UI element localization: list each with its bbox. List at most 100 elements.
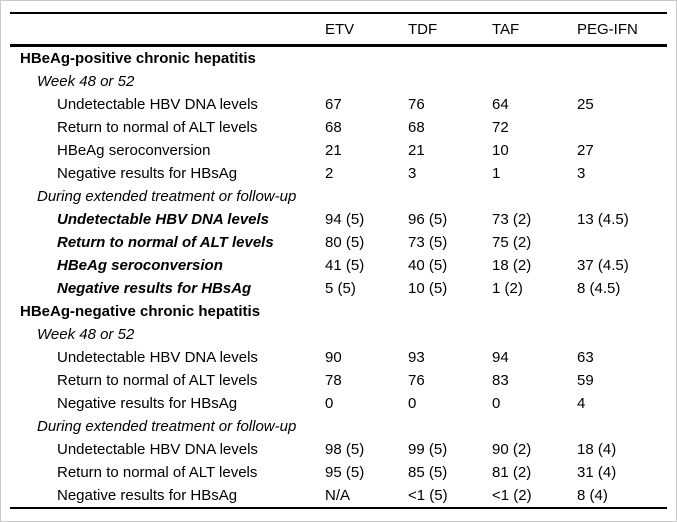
cell-value: 18 (4) [577, 441, 617, 458]
row-label: Negative results for HBsAg [57, 487, 238, 504]
cell-value [408, 70, 492, 93]
row-label: Undetectable HBV DNA levels [57, 96, 258, 113]
cell-value [325, 323, 408, 346]
cell-value: 8 (4) [577, 487, 608, 504]
table-row: Return to normal of ALT levels 95 (5) 85 (… [10, 461, 667, 484]
cell-value [577, 116, 667, 139]
cell-value [325, 70, 408, 93]
table-row: Undetectable HBV DNA levels 98 (5) 99 (5) 9… [10, 438, 667, 461]
cell-value: 81 (2) [492, 464, 532, 481]
cell-value: 0 [325, 395, 334, 412]
table-row: Undetectable HBV DNA levels 94 (5) 96 (5) 7… [10, 208, 667, 231]
table-row: Return to normal of ALT levels 68 68 72 [10, 116, 667, 139]
cell-value [408, 300, 492, 323]
table-row: Undetectable HBV DNA levels 67 76 64 25 [10, 93, 667, 116]
cell-value [577, 300, 667, 323]
cell-value [408, 323, 492, 346]
cell-value [325, 46, 408, 71]
table-row: Return to normal of ALT levels 80 (5) 73 (… [10, 231, 667, 254]
cell-value: 72 [492, 119, 509, 136]
cell-value: 37 (4.5) [577, 257, 629, 274]
table-row: HBeAg-negative chronic hepatitis [10, 300, 667, 323]
column-header-etv: ETV [325, 13, 408, 47]
cell-value: N/A [325, 487, 351, 504]
cell-value: 73 (2) [492, 211, 532, 228]
cell-value [492, 415, 577, 438]
cell-value: 3 [577, 165, 586, 182]
cell-value: <1 (5) [408, 487, 448, 504]
table-row: Undetectable HBV DNA levels 90 93 94 63 [10, 346, 667, 369]
cell-value: 90 (2) [492, 441, 532, 458]
row-label: During extended treatment or follow-up [37, 418, 297, 435]
cell-value [492, 185, 577, 208]
cell-value [577, 70, 667, 93]
table-row: HBeAg seroconversion 41 (5) 40 (5) 18 (2) 37… [10, 254, 667, 277]
cell-value: 96 (5) [408, 211, 448, 228]
cell-value: 90 [325, 349, 342, 366]
table-row: During extended treatment or follow-up [10, 185, 667, 208]
cell-value: 10 [492, 142, 509, 159]
cell-value: 67 [325, 96, 342, 113]
cell-value [492, 323, 577, 346]
cell-value: 68 [325, 119, 342, 136]
cell-value: 8 (4.5) [577, 280, 621, 297]
cell-value: 25 [577, 96, 594, 113]
cell-value: 0 [408, 395, 417, 412]
cell-value: 5 (5) [325, 280, 356, 297]
cell-value: 4 [577, 395, 586, 412]
cell-value: 94 [492, 349, 509, 366]
row-label: Undetectable HBV DNA levels [57, 211, 270, 228]
cell-value: 95 (5) [325, 464, 365, 481]
table-header: ETV TDF TAF PEG-IFN [10, 13, 667, 47]
cell-value [492, 46, 577, 71]
cell-value [577, 185, 667, 208]
cell-value [408, 415, 492, 438]
table-row: Negative results for HBsAg 5 (5) 10 (5) 1 (… [10, 277, 667, 300]
cell-value: 93 [408, 349, 425, 366]
cell-value: 3 [408, 165, 417, 182]
cell-value: 73 (5) [408, 234, 448, 251]
cell-value [325, 185, 408, 208]
row-label: HBeAg seroconversion [57, 257, 223, 274]
cell-value: 1 (2) [492, 280, 523, 297]
row-label: Undetectable HBV DNA levels [57, 349, 258, 366]
cell-value: 40 (5) [408, 257, 448, 274]
cell-value: 63 [577, 349, 594, 366]
row-label: Return to normal of ALT levels [57, 372, 258, 389]
results-table: ETV TDF TAF PEG-IFN HBeAg-positive chron… [10, 12, 667, 509]
cell-value: 18 (2) [492, 257, 532, 274]
cell-value: 41 (5) [325, 257, 365, 274]
cell-value: 59 [577, 372, 594, 389]
cell-value: 1 [492, 165, 501, 182]
cell-value [408, 185, 492, 208]
row-label: Negative results for HBsAg [57, 165, 238, 182]
row-label: Return to normal of ALT levels [57, 234, 274, 251]
cell-value: 21 [325, 142, 342, 159]
row-label: Week 48 or 52 [37, 73, 135, 90]
cell-value: 78 [325, 372, 342, 389]
cell-value: 31 (4) [577, 464, 617, 481]
cell-value [408, 46, 492, 71]
row-label: Negative results for HBsAg [57, 280, 252, 297]
row-label: During extended treatment or follow-up [37, 188, 297, 205]
cell-value [577, 231, 667, 254]
row-label: Undetectable HBV DNA levels [57, 441, 258, 458]
cell-value: 76 [408, 372, 425, 389]
cell-value [577, 46, 667, 71]
cell-value: 27 [577, 142, 594, 159]
row-label: HBeAg seroconversion [57, 142, 211, 159]
cell-value: 10 (5) [408, 280, 448, 297]
cell-value [492, 300, 577, 323]
corner-cell [10, 13, 325, 47]
table-row: Week 48 or 52 [10, 70, 667, 93]
row-label: Return to normal of ALT levels [57, 464, 258, 481]
cell-value: 2 [325, 165, 334, 182]
cell-value: 64 [492, 96, 509, 113]
cell-value: 83 [492, 372, 509, 389]
cell-value: 85 (5) [408, 464, 448, 481]
table-row: Negative results for HBsAg 0 0 0 4 [10, 392, 667, 415]
cell-value: 98 (5) [325, 441, 365, 458]
row-label: HBeAg-negative chronic hepatitis [20, 303, 261, 320]
table-row: Return to normal of ALT levels 78 76 83 59 [10, 369, 667, 392]
